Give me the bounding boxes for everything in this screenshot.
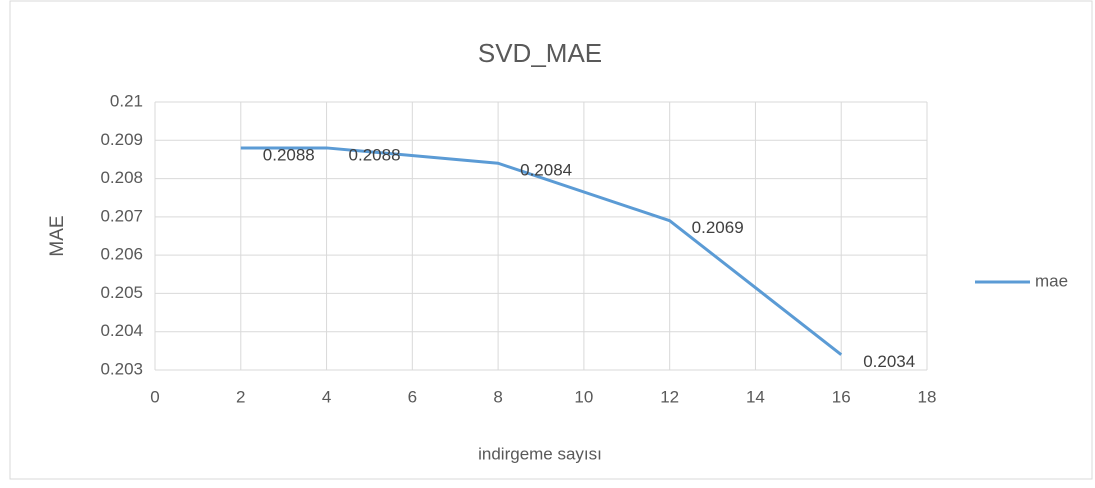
x-axis-label: indirgeme sayısı [478, 444, 602, 463]
y-tick-label: 0.204 [100, 321, 143, 340]
data-label: 0.2088 [263, 145, 315, 164]
chart-title: SVD_MAE [478, 38, 602, 68]
x-tick-label: 16 [832, 387, 851, 406]
chart-border [9, 0, 1093, 480]
y-tick-label: 0.209 [100, 130, 143, 149]
x-tick-label: 12 [660, 387, 679, 406]
y-tick-label: 0.207 [100, 206, 143, 225]
x-tick-label: 0 [150, 387, 159, 406]
y-tick-label: 0.208 [100, 168, 143, 187]
x-tick-label: 6 [408, 387, 417, 406]
x-tick-label: 4 [322, 387, 331, 406]
y-tick-label: 0.21 [110, 91, 143, 110]
legend-label: mae [1035, 271, 1068, 290]
data-label: 0.2034 [863, 352, 915, 371]
y-axis-label: MAE [47, 215, 68, 256]
y-tick-label: 0.203 [100, 359, 143, 378]
x-tick-label: 18 [918, 387, 937, 406]
y-tick-label: 0.206 [100, 245, 143, 264]
x-tick-label: 8 [493, 387, 502, 406]
data-label: 0.2088 [349, 145, 401, 164]
x-tick-label: 14 [746, 387, 765, 406]
data-label: 0.2084 [520, 161, 572, 180]
x-tick-label: 10 [574, 387, 593, 406]
y-tick-label: 0.205 [100, 283, 143, 302]
data-line [240, 146, 843, 356]
x-tick-label: 2 [236, 387, 245, 406]
data-label: 0.2069 [692, 218, 744, 237]
